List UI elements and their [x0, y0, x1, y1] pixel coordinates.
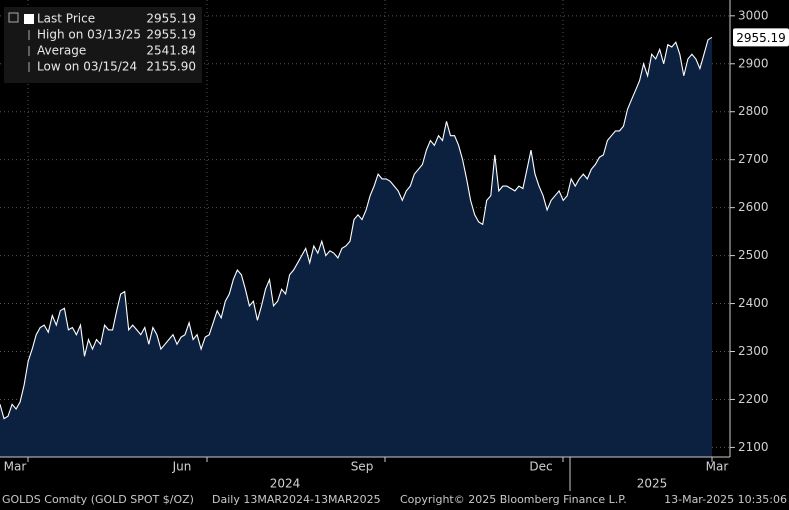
legend-label: Average: [37, 44, 86, 58]
x-tick-label: Sep: [351, 460, 374, 474]
legend: Last Price 2955.19 High on 03/13/25 2955.19…: [4, 7, 202, 83]
legend-toggle: [8, 12, 19, 23]
x-tick-label: Dec: [529, 460, 552, 474]
plot-area: [0, 0, 730, 458]
legend-value: 2541.84: [146, 44, 196, 58]
x-tick-label: Mar: [706, 460, 729, 474]
legend-label: Low on 03/15/24: [37, 60, 137, 74]
footer-text: Daily 13MAR2024-13MAR2025: [212, 493, 381, 506]
y-tick-label: 2200: [738, 392, 769, 406]
x-tick-label: Jun: [172, 460, 192, 474]
footer-text: GOLDS Comdty (GOLD SPOT $/OZ): [2, 493, 194, 506]
last-price-tag: [733, 28, 789, 47]
legend-swatch: [24, 14, 34, 24]
price-line: [0, 36, 713, 420]
x-year-label: 2024: [270, 477, 301, 491]
y-tick-label: 2400: [738, 296, 769, 310]
legend-value: 2155.90: [146, 60, 196, 74]
y-tick-label: 2500: [738, 248, 769, 262]
x-year-label: 2025: [637, 477, 668, 491]
legend-label: Last Price: [37, 12, 95, 26]
footer-text: Copyright© 2025 Bloomberg Finance L.P.: [400, 493, 627, 506]
y-tick-label: 2900: [738, 56, 769, 70]
y-tick-label: 3000: [738, 8, 769, 22]
legend-box: [4, 7, 202, 83]
legend-value: 2955.19: [146, 28, 196, 42]
footer-text: 13-Mar-2025 10:35:06: [664, 493, 787, 506]
x-tick-label: Mar: [4, 460, 27, 474]
area-fill: [0, 37, 712, 458]
y-tick-label: 2700: [738, 152, 769, 166]
y-tick-label: 2800: [738, 104, 769, 118]
y-tick-label: 2600: [738, 200, 769, 214]
legend-value: 2955.19: [146, 12, 196, 26]
y-tick-label: 2100: [738, 440, 769, 454]
y-tick-label: 2300: [738, 344, 769, 358]
legend-label: High on 03/13/25: [37, 28, 141, 42]
last-price-label: 2955.19: [736, 31, 786, 45]
